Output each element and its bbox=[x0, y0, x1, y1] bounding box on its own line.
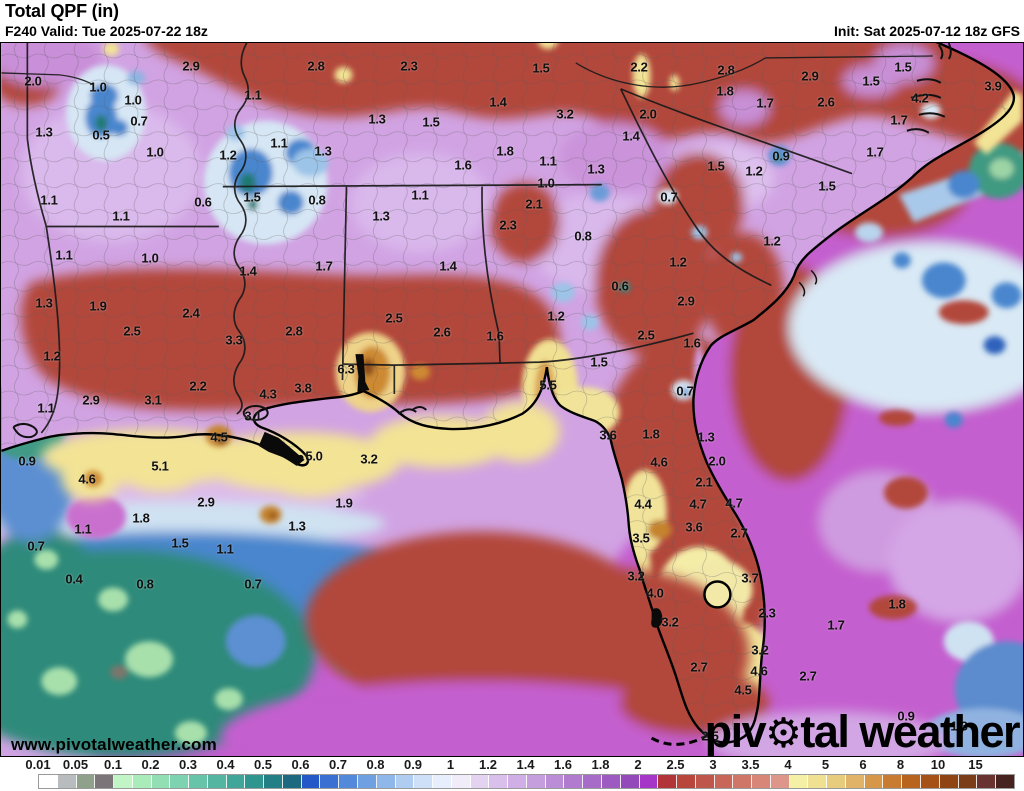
legend-tick: 5 bbox=[821, 757, 830, 772]
legend-tick: 4 bbox=[784, 757, 792, 772]
legend-color-segment bbox=[339, 775, 359, 788]
legend-color-segment bbox=[207, 775, 227, 788]
legend-color-segment bbox=[264, 775, 283, 788]
legend-tick: 1.8 bbox=[591, 757, 610, 772]
legend-color-segment bbox=[170, 775, 190, 788]
logo-text-right: tal weather bbox=[800, 706, 1020, 757]
init-time-label: Init: Sat 2025-07-12 18z GFS bbox=[834, 23, 1020, 39]
legend-tick: 10 bbox=[930, 757, 946, 772]
legend-color-segment bbox=[132, 775, 152, 788]
legend-color-segment bbox=[845, 775, 865, 788]
legend-color-segment bbox=[733, 775, 753, 788]
legend-color-segment bbox=[658, 775, 678, 788]
legend-color-segment bbox=[789, 775, 809, 788]
legend-color-segment bbox=[827, 775, 846, 788]
color-scale-legend: 0.01 0.05 0.1 0.2 0.3 0.4 0.5 0.6 0.7 0.8 0.9 1 1.2 1… bbox=[0, 757, 1024, 791]
legend-color-segment bbox=[151, 775, 171, 788]
legend-color-segment bbox=[358, 775, 377, 788]
legend-color-segment bbox=[414, 775, 434, 788]
legend-color-segment bbox=[583, 775, 602, 788]
legend-color-segment bbox=[939, 775, 959, 788]
gear-icon: ⚙ bbox=[765, 709, 802, 757]
page-title: Total QPF (in) bbox=[5, 1, 119, 21]
legend-color-segment bbox=[76, 775, 96, 788]
state-borders bbox=[1, 43, 933, 434]
legend-tick: 0.5 bbox=[253, 757, 273, 772]
legend-color-segment bbox=[808, 775, 828, 788]
legend-tick: 3 bbox=[709, 757, 717, 772]
legend-color-segment bbox=[770, 775, 790, 788]
legend-tick-labels: 0.01 0.05 0.1 0.2 0.3 0.4 0.5 0.6 0.7 0.8 0.9 1 1.2 1… bbox=[0, 757, 1024, 772]
legend-color-segment bbox=[695, 775, 715, 788]
legend-color-segment bbox=[864, 775, 884, 788]
legend-color-segment bbox=[883, 775, 903, 788]
legend-tick: 8 bbox=[896, 757, 905, 772]
legend-tick: 0.05 bbox=[62, 757, 89, 772]
valid-time-label: F240 Valid: Tue 2025-07-22 18z bbox=[5, 23, 208, 39]
qpf-contour-graphic bbox=[1, 43, 1023, 756]
legend-color-segment bbox=[433, 775, 452, 788]
legend-color-segment bbox=[39, 775, 58, 788]
legend-color-segment bbox=[920, 775, 940, 788]
legend-color-segment bbox=[902, 775, 921, 788]
legend-tick: 1.2 bbox=[478, 757, 498, 772]
legend-tick: 2.5 bbox=[666, 757, 685, 772]
county-lines bbox=[1, 43, 1014, 743]
legend-color-segment bbox=[752, 775, 771, 788]
legend-color-segment bbox=[395, 775, 415, 788]
legend-color-segment bbox=[508, 775, 527, 788]
legend-color-segment bbox=[564, 775, 584, 788]
water-features bbox=[12, 43, 952, 746]
legend-tick: 0.1 bbox=[103, 757, 123, 772]
legend-tick: 0.4 bbox=[216, 757, 235, 772]
legend-color-segment bbox=[714, 775, 734, 788]
legend-color-segment bbox=[114, 775, 133, 788]
legend-color-segment bbox=[57, 775, 77, 788]
legend-color-segment bbox=[470, 775, 490, 788]
legend-tick: 6 bbox=[859, 757, 867, 772]
legend-tick: 1.4 bbox=[516, 757, 535, 772]
legend-tick: 15 bbox=[968, 757, 983, 772]
legend-tick: 3.5 bbox=[741, 757, 760, 772]
header-bar: Total QPF (in) F240 Valid: Tue 2025-07-2… bbox=[0, 0, 1024, 42]
legend-color-segment bbox=[677, 775, 696, 788]
logo-text-left: piv bbox=[704, 706, 767, 757]
legend-color-segment bbox=[620, 775, 640, 788]
coastline bbox=[1, 43, 1016, 744]
legend-tick: 2 bbox=[634, 757, 642, 772]
legend-color-segment bbox=[376, 775, 396, 788]
legend-tick: 1.6 bbox=[553, 757, 573, 772]
legend-color-bar bbox=[38, 774, 1015, 789]
legend-color-segment bbox=[226, 775, 246, 788]
legend-tick: 0.2 bbox=[141, 757, 160, 772]
legend-color-segment bbox=[451, 775, 471, 788]
legend-color-segment bbox=[282, 775, 302, 788]
legend-color-segment bbox=[320, 775, 340, 788]
legend-color-segment bbox=[545, 775, 565, 788]
legend-color-segment bbox=[489, 775, 509, 788]
mississippi-river-border bbox=[233, 43, 250, 415]
legend-color-segment bbox=[601, 775, 621, 788]
legend-color-segment bbox=[189, 775, 208, 788]
pivotal-weather-logo: piv⚙tal weather bbox=[704, 706, 1021, 757]
legend-tick: 0.6 bbox=[291, 757, 310, 772]
legend-color-segment bbox=[301, 775, 321, 788]
legend-tick: 0.01 bbox=[25, 757, 51, 772]
watermark-url: www.pivotalweather.com bbox=[11, 735, 217, 754]
legend-color-segment bbox=[245, 775, 265, 788]
legend-color-segment bbox=[95, 775, 115, 788]
legend-tick: 0.3 bbox=[178, 757, 198, 772]
legend-color-segment bbox=[639, 775, 659, 788]
legend-color-segment bbox=[958, 775, 978, 788]
legend-color-segment bbox=[996, 775, 1014, 788]
legend-tick: 0.7 bbox=[328, 757, 348, 772]
legend-color-segment bbox=[526, 775, 546, 788]
legend-tick: 0.9 bbox=[403, 757, 423, 772]
legend-tick: 0.8 bbox=[366, 757, 385, 772]
legend-color-segment bbox=[977, 775, 997, 788]
legend-tick: 1 bbox=[446, 757, 455, 772]
qpf-map: 2.0 2.9 2.8 2.3 1.0 1.0 1.1 0.7 1.3 0.5 1.3 1.5 1.4 1… bbox=[0, 42, 1024, 757]
